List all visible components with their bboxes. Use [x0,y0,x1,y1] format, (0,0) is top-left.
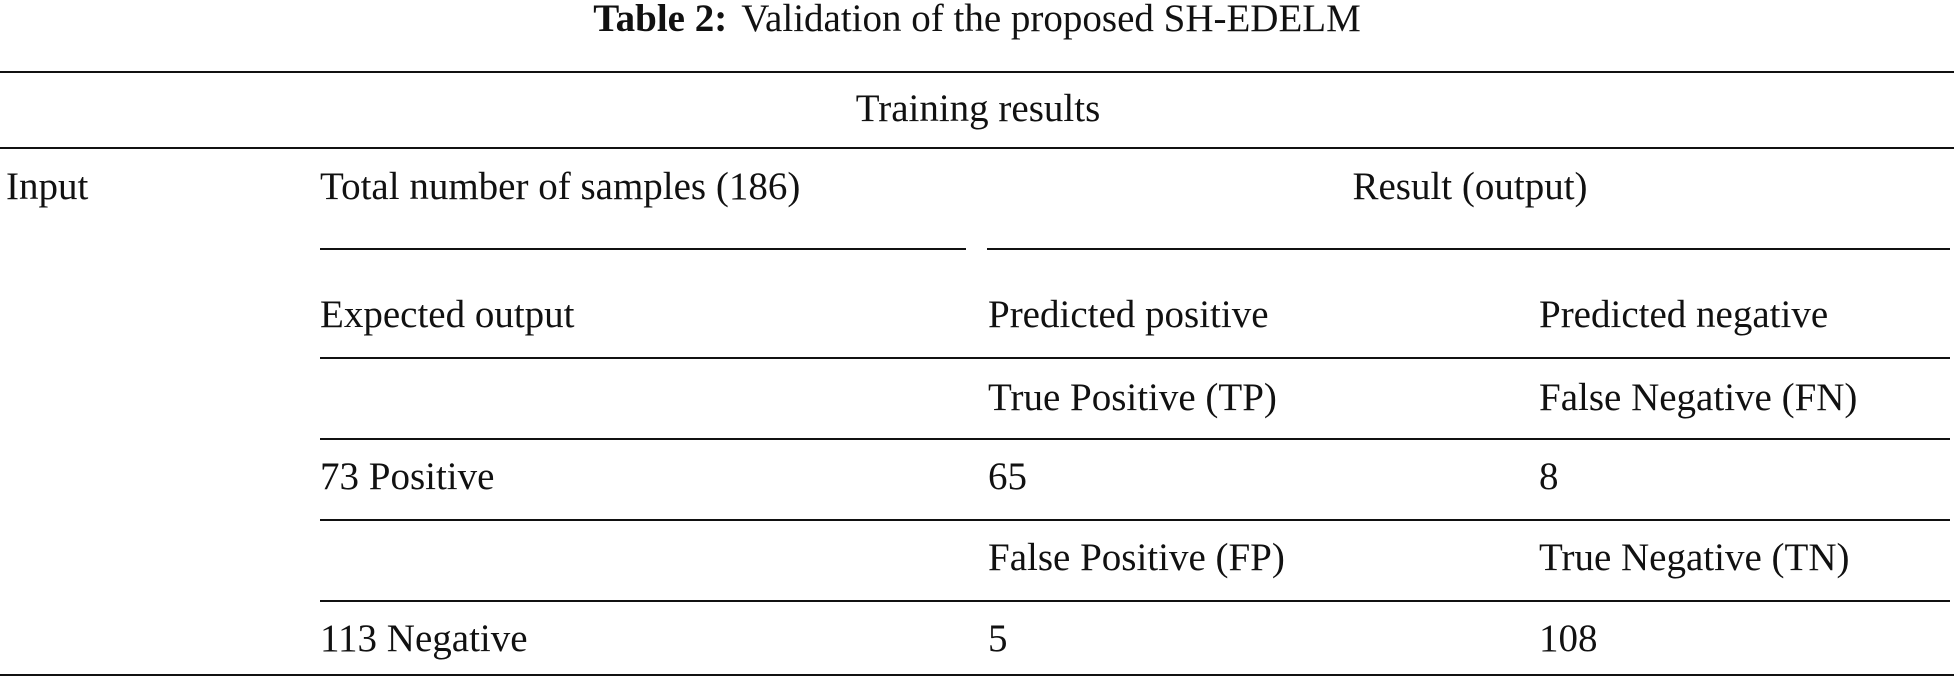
caption-text: Validation of the proposed SH-EDELM [741,0,1361,40]
expected-cell: 113 Negative [320,617,528,660]
header-cell: Input [6,165,88,208]
table-cell: False Negative (FN) [1539,376,1857,419]
table-cell: True Positive (TP) [988,376,1277,419]
table-cell: 5 [988,617,1008,660]
header-cell: Result (output) [1352,165,1587,208]
subheader-cell: Predicted negative [1539,293,1828,336]
table-cell: 65 [988,455,1027,498]
section-title: Training results [856,87,1101,130]
subheader-cell: Expected output [320,293,575,336]
table-cell: 8 [1539,455,1559,498]
expected-cell: 73 Positive [320,455,494,498]
table-cell: True Negative (TN) [1539,536,1849,579]
table-cell: 108 [1539,617,1598,660]
caption-label: Table 2: [593,0,727,40]
table-cell: False Positive (FP) [988,536,1285,579]
subheader-cell: Predicted positive [988,293,1269,336]
header-cell: Total number of samples (186) [320,165,800,208]
caption: Table 2: Validation of the proposed SH-ED… [593,0,1361,40]
